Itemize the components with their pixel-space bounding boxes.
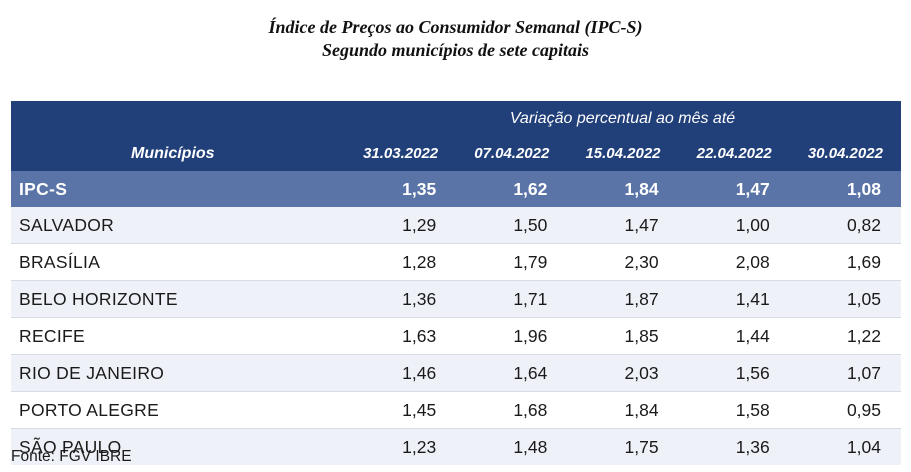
source-note: Fonte: FGV IBRE <box>11 448 132 465</box>
table-row: SÃO PAULO 1,23 1,48 1,75 1,36 1,04 <box>11 428 901 465</box>
cell-value: 0,82 <box>846 214 881 235</box>
row-label: SÃO PAULO <box>11 428 346 465</box>
cell-value: 1,68 <box>456 391 568 429</box>
table-row: BELO HORIZONTE 1,36 1,71 1,87 1,41 1,05 <box>11 280 901 318</box>
cell-value: 1,84 <box>624 178 659 199</box>
title-line-2: Segundo municípios de sete capitais <box>321 40 589 60</box>
cell-value: 1,41 <box>678 280 790 318</box>
table-row: PORTO ALEGRE 1,45 1,68 1,84 1,58 0,95 <box>11 391 901 429</box>
table-row: SALVADOR 1,29 1,50 1,47 1,00 0,82 <box>11 207 901 244</box>
date-header: 22.04.2022 <box>696 145 772 162</box>
cell-value: 1,62 <box>513 178 548 199</box>
cell-value: 1,75 <box>567 428 679 465</box>
row-label: SALVADOR <box>19 214 115 235</box>
cell-value: 1,47 <box>735 178 770 199</box>
cell-value: 1,05 <box>789 280 901 318</box>
cell-value: 1,84 <box>567 391 679 429</box>
cell-value: 1,58 <box>678 391 790 429</box>
cell-value: 1,07 <box>789 354 901 392</box>
cell-value: 2,08 <box>678 243 790 281</box>
cell-value: 1,44 <box>678 317 790 355</box>
cell-value: 1,47 <box>624 214 659 235</box>
cell-value: 1,96 <box>456 317 568 355</box>
cell-value: 0,95 <box>789 391 901 429</box>
cell-value: 2,03 <box>567 354 679 392</box>
cell-value: 1,63 <box>345 317 457 355</box>
table-row: BRASÍLIA 1,28 1,79 2,30 2,08 1,69 <box>11 243 901 281</box>
table-row-ipc-s: IPC-S 1,35 1,62 1,84 1,47 1,08 <box>11 171 901 207</box>
cell-value: 1,71 <box>456 280 568 318</box>
header-row-dates: Municípios 31.03.2022 07.04.2022 15.04.2… <box>11 136 901 171</box>
cell-value: 1,00 <box>735 214 770 235</box>
cell-value: 1,56 <box>678 354 790 392</box>
cell-value: 1,45 <box>345 391 457 429</box>
row-label: PORTO ALEGRE <box>11 391 346 429</box>
date-header: 07.04.2022 <box>474 145 550 162</box>
cell-value: 1,28 <box>345 243 457 281</box>
ipc-table-container: Variação percentual ao mês até Município… <box>11 101 901 465</box>
cell-value: 1,48 <box>456 428 568 465</box>
cell-value: 1,46 <box>345 354 457 392</box>
header-empty-cell <box>11 101 345 136</box>
row-label: BRASÍLIA <box>11 243 346 281</box>
table-title: Índice de Preços ao Consumidor Semanal (… <box>0 16 911 62</box>
title-line-1: Índice de Preços ao Consumidor Semanal (… <box>268 17 643 37</box>
row-label: RIO DE JANEIRO <box>11 354 346 392</box>
date-header: 15.04.2022 <box>585 145 661 162</box>
row-label: BELO HORIZONTE <box>11 280 346 318</box>
row-label: IPC-S <box>19 178 68 199</box>
super-header: Variação percentual ao mês até <box>509 109 736 127</box>
table-row: RECIFE 1,63 1,96 1,85 1,44 1,22 <box>11 317 901 355</box>
header-row-super: Variação percentual ao mês até <box>11 101 901 136</box>
cell-value: 1,35 <box>402 178 437 199</box>
table-row: RIO DE JANEIRO 1,46 1,64 2,03 1,56 1,07 <box>11 354 901 392</box>
cell-value: 1,08 <box>846 178 881 199</box>
cell-value: 1,87 <box>567 280 679 318</box>
cell-value: 1,79 <box>456 243 568 281</box>
cell-value: 1,85 <box>567 317 679 355</box>
cell-value: 1,29 <box>402 214 437 235</box>
cell-value: 1,50 <box>513 214 548 235</box>
cell-value: 1,36 <box>678 428 790 465</box>
date-header: 30.04.2022 <box>807 145 883 162</box>
cell-value: 1,22 <box>789 317 901 355</box>
municipios-header: Municípios <box>131 144 215 162</box>
cell-value: 1,23 <box>345 428 457 465</box>
cell-value: 1,36 <box>345 280 457 318</box>
cell-value: 1,64 <box>456 354 568 392</box>
date-header: 31.03.2022 <box>363 145 439 162</box>
cell-value: 1,69 <box>789 243 901 281</box>
row-label: RECIFE <box>11 317 346 355</box>
ipc-table: Variação percentual ao mês até Município… <box>11 101 901 465</box>
cell-value: 1,04 <box>789 428 901 465</box>
cell-value: 2,30 <box>567 243 679 281</box>
